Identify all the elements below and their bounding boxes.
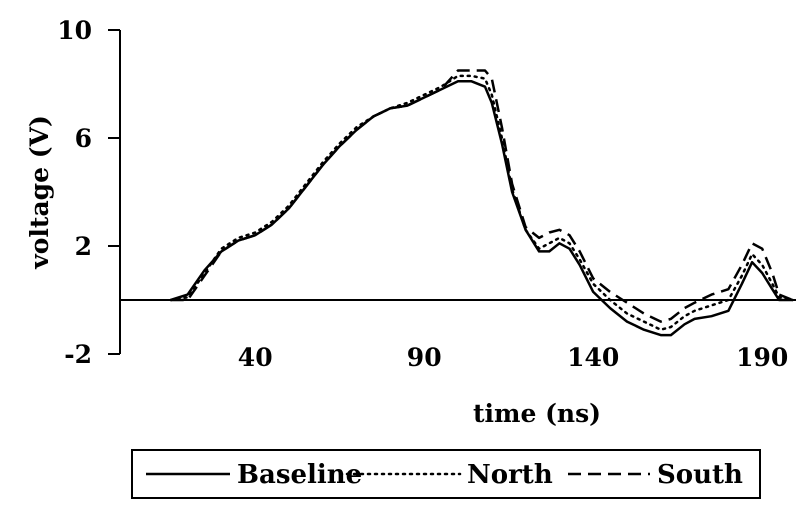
x-tick-label: 90	[407, 343, 442, 372]
series-line-north	[169, 74, 794, 331]
series-line-baseline	[170, 80, 793, 337]
y-axis-title: voltage (V)	[25, 115, 54, 270]
y-tick-label: 10	[57, 16, 92, 45]
y-tick-label: 2	[75, 232, 92, 261]
series-line-south	[170, 69, 794, 323]
legend: Baseline North South	[131, 449, 761, 499]
series-group	[169, 69, 794, 337]
y-axis: -2 2 6 10	[57, 16, 121, 369]
x-axis: 40 90 140 190	[238, 343, 788, 372]
x-tick-label: 40	[238, 343, 273, 372]
legend-label-north: North	[467, 460, 553, 490]
x-tick-label: 140	[567, 343, 619, 372]
x-ticks: 40 90 140 190	[238, 343, 788, 372]
legend-label-baseline: Baseline	[237, 460, 362, 490]
y-tick-label: -2	[64, 340, 92, 369]
y-ticks: -2 2 6 10	[57, 16, 120, 369]
x-axis-title: time (ns)	[473, 399, 601, 428]
y-tick-label: 6	[75, 124, 92, 153]
legend-box	[131, 449, 761, 499]
x-tick-label: 190	[736, 343, 788, 372]
legend-label-south: South	[657, 460, 743, 490]
